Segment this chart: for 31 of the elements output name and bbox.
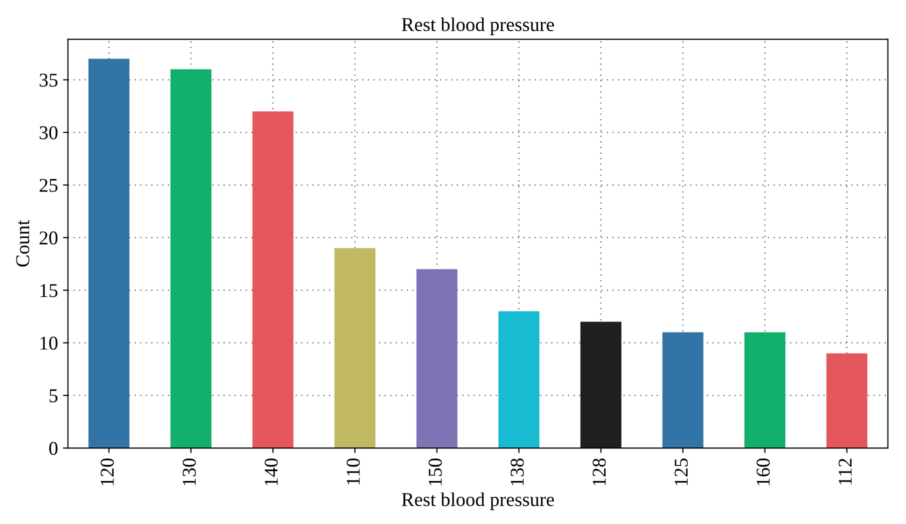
bar <box>88 58 130 448</box>
x-axis-title: Rest blood pressure <box>402 492 554 510</box>
y-tick-label: 20 <box>40 231 58 245</box>
bar <box>744 332 786 448</box>
y-tick-label: 10 <box>40 336 58 350</box>
x-tick-label: 140 <box>264 458 278 486</box>
bar <box>252 111 294 448</box>
x-tick-label: 150 <box>428 458 442 486</box>
x-tick-label: 130 <box>182 458 196 486</box>
x-tick-label: 128 <box>592 458 606 486</box>
x-tick-label: 110 <box>346 458 360 484</box>
x-tick-label: 112 <box>838 458 852 484</box>
bar <box>580 322 622 448</box>
bar <box>334 248 376 448</box>
x-tick-label: 125 <box>674 458 688 486</box>
y-tick-label: 35 <box>40 74 58 87</box>
x-tick-label: 138 <box>510 458 524 486</box>
x-tick-label: 120 <box>100 458 114 486</box>
bar <box>170 69 212 448</box>
bar <box>826 353 868 448</box>
bar <box>498 311 540 448</box>
bar <box>662 332 704 448</box>
y-tick-label: 30 <box>40 126 58 140</box>
bar <box>416 269 458 448</box>
chart-title: Rest blood pressure <box>402 17 554 36</box>
y-tick-label: 5 <box>50 389 58 402</box>
y-tick-label: 25 <box>40 178 58 192</box>
x-tick-label: 160 <box>756 458 770 486</box>
y-tick-label: 0 <box>49 442 58 455</box>
y-tick-label: 15 <box>40 284 58 298</box>
y-axis-title: Count <box>16 220 30 267</box>
